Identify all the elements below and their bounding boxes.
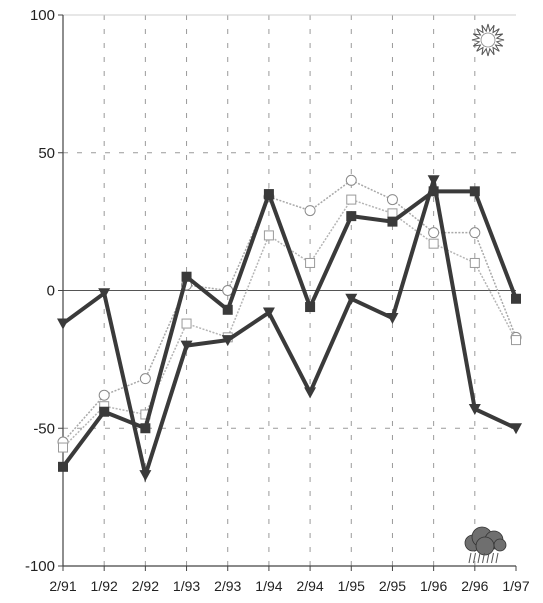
data-point: [222, 304, 233, 315]
data-point: [346, 211, 357, 222]
data-point: [428, 227, 440, 239]
data-point: [262, 307, 275, 319]
data-point: [511, 293, 521, 304]
series-4: [58, 194, 521, 453]
x-tick-label: 1/94: [255, 578, 282, 594]
data-point: [99, 406, 110, 417]
series-line: [62, 179, 517, 443]
cloud-puff: [493, 538, 507, 552]
data-point: [469, 257, 480, 268]
data-point: [58, 461, 68, 472]
cloud-puff: [475, 536, 495, 556]
data-point: [345, 174, 357, 186]
data-point: [98, 389, 110, 401]
rain-cloud-icon: [464, 526, 507, 564]
data-point: [181, 271, 192, 282]
series-2: [57, 175, 522, 483]
y-tick-label: -100: [25, 558, 55, 575]
data-point: [58, 442, 68, 453]
y-tick-label: 50: [38, 145, 55, 162]
rain-drop: [486, 552, 490, 564]
data-point: [387, 208, 398, 219]
weather-icons: [464, 23, 507, 564]
series-line: [61, 188, 518, 469]
data-point: [57, 318, 69, 330]
rain-drop: [482, 552, 485, 564]
data-point: [345, 293, 358, 305]
x-tick-label: 1/96: [420, 578, 447, 594]
x-tick-label: 1/95: [338, 578, 365, 594]
rain-drop: [477, 552, 481, 564]
x-tick-label: 2/93: [214, 578, 241, 594]
axes: 100 50 0 -50 -100 2/91 1/92 2/92 1/93 2/93 1/94 2/9…: [25, 7, 530, 594]
series-3: [57, 174, 522, 448]
data-point: [427, 175, 440, 187]
data-point: [346, 194, 357, 205]
x-tick-label: 1/92: [91, 578, 118, 594]
data-point: [305, 302, 316, 313]
data-point: [304, 205, 316, 217]
data-point: [181, 318, 192, 329]
series-1: [58, 186, 521, 472]
data-point: [98, 288, 111, 300]
data-point: [140, 423, 151, 434]
y-tick-label: -50: [33, 420, 55, 437]
data-point: [139, 373, 151, 385]
x-tick-label: 2/91: [49, 578, 76, 594]
sun-icon: [471, 23, 505, 57]
data-point: [469, 227, 481, 239]
data-point: [510, 423, 522, 435]
data-point: [387, 216, 398, 227]
rain-drop: [495, 552, 499, 564]
rain-drop: [468, 552, 472, 564]
y-tick-label: 0: [47, 283, 55, 300]
x-tick-label: 1/93: [173, 578, 200, 594]
data-point: [305, 257, 316, 268]
grid: [63, 15, 516, 566]
series-line: [61, 179, 517, 483]
data-point: [386, 313, 399, 325]
data-point: [263, 230, 274, 241]
series-group: [57, 174, 522, 483]
data-point: [468, 403, 481, 415]
data-point: [386, 194, 398, 206]
y-tick-label: 100: [30, 7, 55, 24]
data-point: [511, 335, 521, 346]
data-point: [469, 186, 480, 197]
data-point: [139, 470, 152, 482]
rain-drop: [473, 552, 476, 564]
data-point: [428, 238, 439, 249]
data-point: [221, 335, 234, 347]
x-tick-label: 2/94: [296, 578, 323, 594]
rain-drop: [491, 552, 494, 564]
x-tick-label: 2/95: [379, 578, 406, 594]
x-tick-label: 1/97: [502, 578, 529, 594]
x-tick-label: 2/92: [132, 578, 159, 594]
data-point: [180, 340, 193, 352]
data-point: [263, 189, 274, 200]
sun-core: [480, 32, 496, 48]
data-point: [304, 387, 317, 399]
x-tick-label: 2/96: [461, 578, 488, 594]
